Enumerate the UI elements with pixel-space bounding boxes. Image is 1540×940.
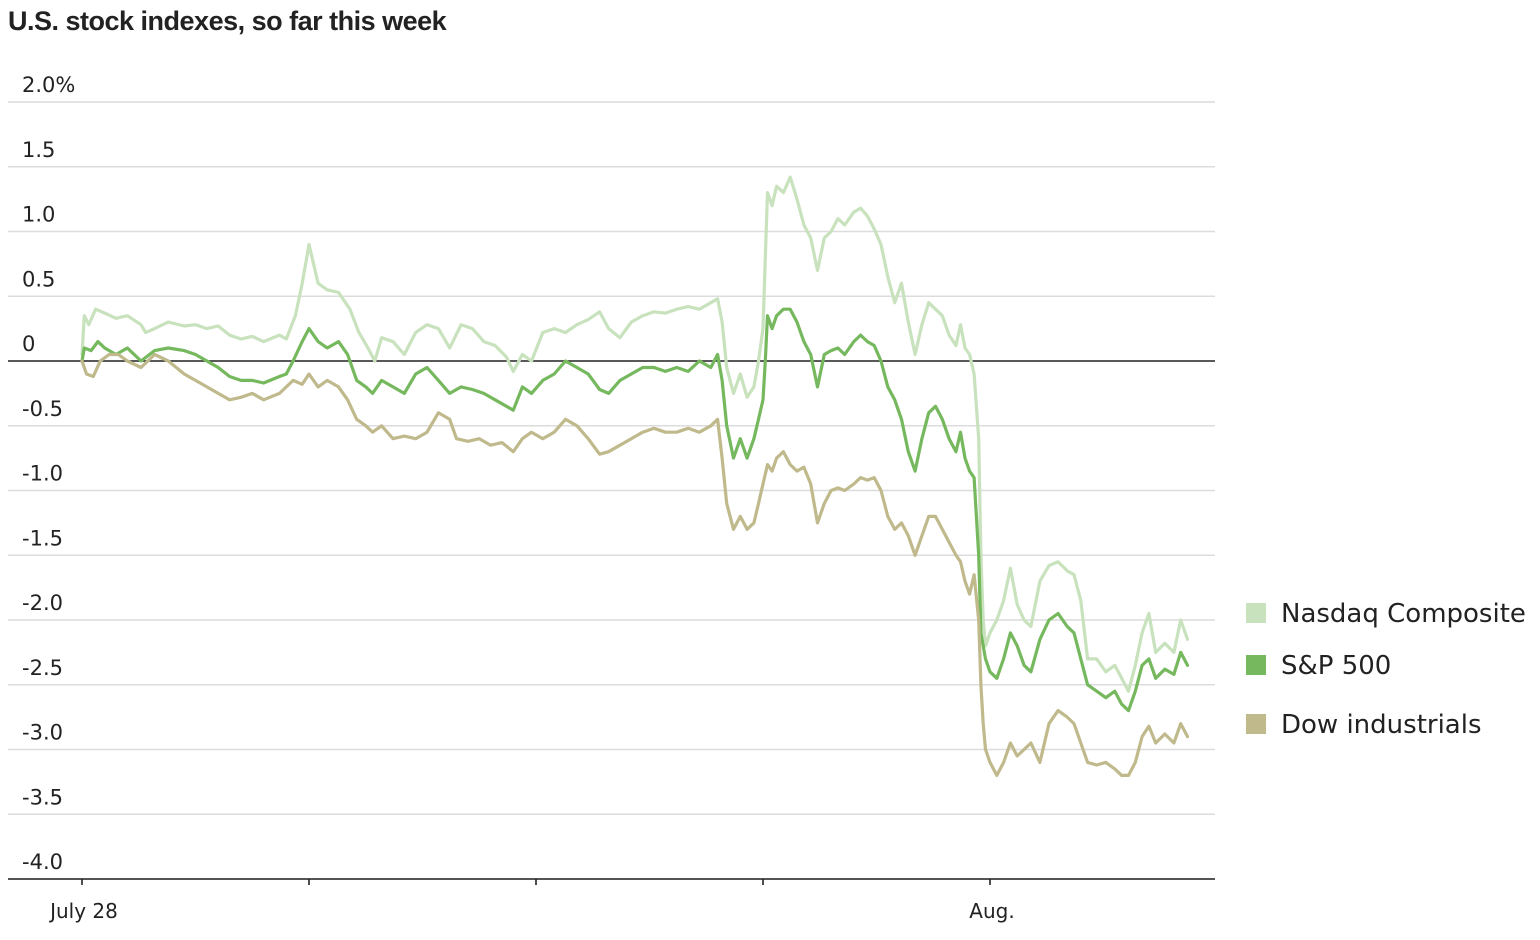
y-tick-label: -1.0 bbox=[22, 462, 63, 486]
y-tick-label: -0.5 bbox=[22, 397, 63, 421]
legend-swatch bbox=[1246, 714, 1266, 734]
y-tick-label: -2.5 bbox=[22, 656, 63, 680]
x-axis: July 28 Aug. bbox=[8, 878, 1215, 923]
chart-title: U.S. stock indexes, so far this week bbox=[8, 6, 447, 36]
x-tick-label: Aug. bbox=[969, 899, 1014, 923]
legend: Nasdaq Composite S&P 500 Dow industrials bbox=[1246, 599, 1526, 740]
y-tick-label: 1.0 bbox=[22, 203, 55, 227]
x-tick-label: July 28 bbox=[48, 899, 118, 923]
y-tick-label: -1.5 bbox=[22, 526, 63, 550]
series-lines bbox=[80, 175, 1190, 777]
legend-swatch bbox=[1246, 655, 1266, 675]
y-tick-label: 1.5 bbox=[22, 138, 55, 162]
y-tick-label: -3.0 bbox=[22, 721, 63, 745]
y-tick-label: -4.0 bbox=[22, 850, 63, 874]
legend-label: Dow industrials bbox=[1281, 710, 1482, 740]
y-axis-ticks: 2.0% 1.5 1.0 0.5 0 -0.5 -1.0 -1.5 -2.0 -2.5 -3.0 -3… bbox=[22, 73, 75, 874]
y-tick-label: 0.5 bbox=[22, 267, 55, 291]
y-tick-label: -2.0 bbox=[22, 591, 63, 615]
series-line-dow-industrials bbox=[80, 352, 1190, 777]
legend-label: Nasdaq Composite bbox=[1281, 599, 1526, 629]
legend-label: S&P 500 bbox=[1281, 651, 1391, 681]
series-line-nasdaq-composite bbox=[80, 175, 1190, 693]
gridlines bbox=[8, 101, 1215, 880]
legend-swatch bbox=[1246, 603, 1266, 623]
y-tick-label: 2.0% bbox=[22, 73, 75, 97]
series-line-s-p-500 bbox=[80, 307, 1190, 713]
y-tick-label: 0 bbox=[22, 332, 35, 356]
y-tick-label: -3.5 bbox=[22, 785, 63, 809]
